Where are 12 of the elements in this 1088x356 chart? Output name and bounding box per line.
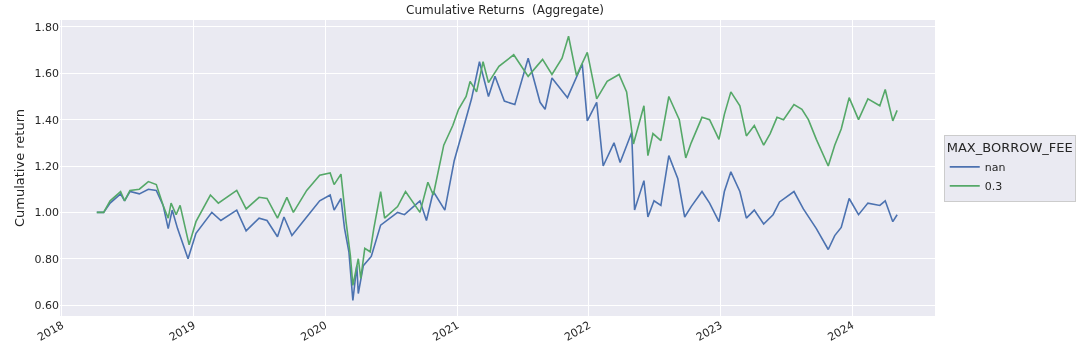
y-tick-label: 1.40	[34, 113, 59, 127]
y-tick-label: 0.80	[34, 252, 59, 266]
legend-label: nan	[984, 161, 1006, 175]
y-tick-label: 0.60	[34, 298, 59, 312]
chart-title: Cumulative Returns (Aggregate)	[406, 2, 604, 17]
legend-label: 0.3	[984, 180, 1003, 194]
y-axis-title: Cumulative return	[12, 108, 28, 228]
y-tick-label: 1.60	[34, 67, 59, 81]
y-tick-label: 1.00	[34, 206, 59, 220]
y-tick-label: 1.80	[34, 20, 59, 34]
y-tick-label: 1.20	[34, 159, 59, 173]
legend-title: MAX_BORROW_FEE	[946, 140, 1073, 156]
